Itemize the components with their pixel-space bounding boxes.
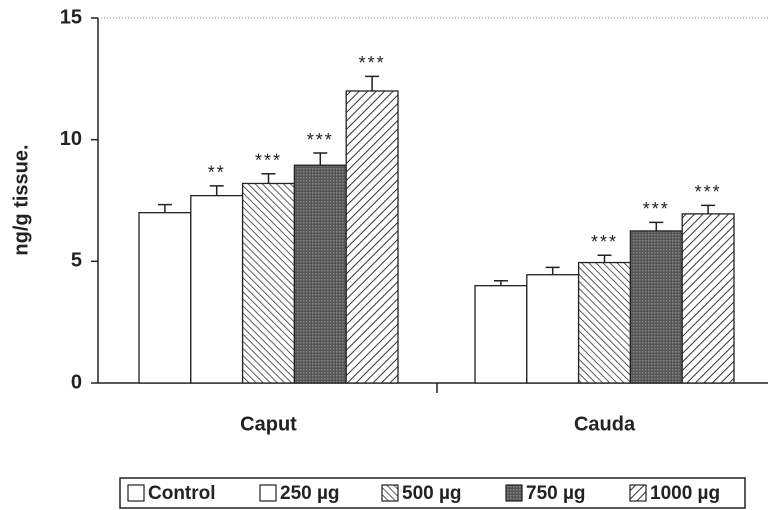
significance: *** (359, 53, 386, 73)
legend-box (119, 477, 746, 509)
x-tick-label: Cauda (574, 413, 636, 435)
legend-swatch (629, 484, 647, 502)
x-tick-label: Caput (240, 413, 297, 435)
significance: *** (695, 182, 722, 202)
legend-swatch (259, 484, 277, 502)
y-axis-label: ng/g tissue. (10, 144, 32, 255)
bar (241, 182, 296, 384)
error-bar (701, 204, 716, 214)
bar (190, 194, 244, 384)
y-tick-label: 5 (71, 250, 82, 272)
legend-label: Control (148, 483, 216, 504)
bar (293, 164, 347, 384)
error-bar (493, 280, 508, 286)
legend-label: 750 µg (526, 483, 586, 504)
significance: *** (255, 150, 282, 170)
legend-label: 250 µg (280, 483, 340, 504)
bar (577, 261, 632, 384)
y-tick-label: 10 (60, 128, 82, 150)
error-bar (597, 254, 612, 263)
bar (681, 213, 735, 384)
legend-label: 500 µg (402, 483, 462, 504)
y-tick-label: 15 (60, 6, 82, 28)
error-bar (261, 172, 276, 184)
error-bar (365, 75, 380, 91)
error-bar (313, 152, 328, 166)
y-tick-label: 0 (71, 371, 82, 393)
bar (138, 212, 192, 384)
significance: ** (208, 163, 226, 183)
bar (474, 285, 528, 384)
significance: *** (591, 232, 618, 252)
error-bar (545, 266, 560, 275)
legend-swatch (505, 484, 523, 502)
bar (629, 230, 683, 384)
significance: *** (307, 130, 334, 150)
error-bar (157, 203, 172, 213)
bar (526, 274, 580, 384)
bar (345, 90, 399, 384)
legend-swatch (381, 484, 399, 502)
legend-label: 1000 µg (650, 483, 720, 504)
error-bar (649, 221, 664, 231)
legend-swatch (127, 484, 145, 502)
significance: *** (643, 199, 670, 219)
error-bar (209, 185, 224, 196)
